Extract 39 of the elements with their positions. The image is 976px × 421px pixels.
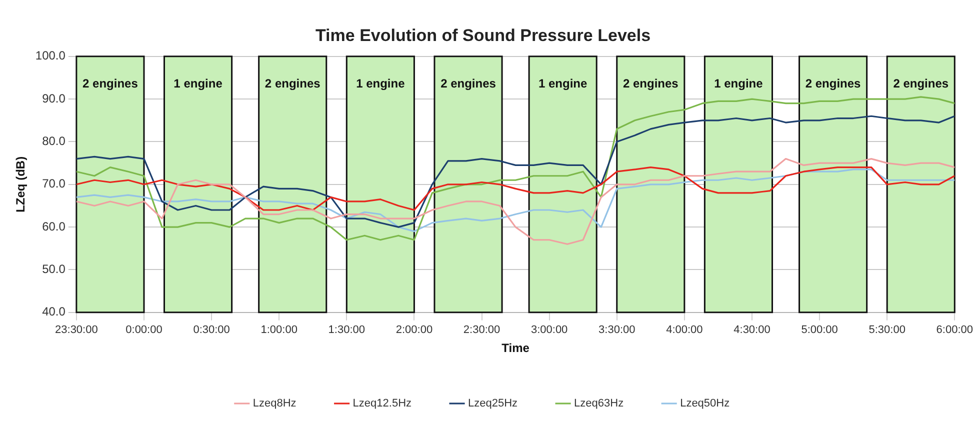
y-tick-label: 80.0	[42, 134, 66, 148]
y-tick-label: 100.0	[35, 48, 66, 63]
x-tick-label: 5:30:00	[868, 324, 906, 336]
y-tick-label: 70.0	[42, 176, 66, 191]
band-label: 2 engines	[82, 76, 138, 91]
y-tick-label: 90.0	[42, 91, 66, 106]
band-label: 1 engine	[714, 76, 764, 91]
legend-label: Lzeq63Hz	[574, 398, 624, 410]
legend-label: Lzeq50Hz	[680, 398, 730, 410]
y-axis-title: LZeq (dB)	[14, 156, 28, 212]
x-tick-label: 0:00:00	[126, 324, 162, 336]
legend-label: Lzeq8Hz	[252, 398, 296, 410]
x-tick-label: 2:30:00	[463, 324, 500, 336]
band-label: 2 engines	[264, 76, 321, 91]
band-label: 2 engines	[622, 76, 679, 91]
y-tick-label: 50.0	[42, 262, 66, 276]
band-label: 1 engine	[174, 76, 223, 91]
y-tick-label: 60.0	[42, 219, 66, 234]
x-tick-label: 5:00:00	[801, 324, 838, 336]
x-tick-label: 2:00:00	[396, 324, 433, 336]
x-tick-label: 1:00:00	[260, 324, 298, 336]
x-tick-label: 23:30:00	[55, 324, 98, 336]
band-label: 2 engines	[893, 76, 949, 91]
y-tick-label: 40.0	[42, 304, 66, 319]
legend-label: Lzeq25Hz	[468, 398, 518, 410]
band-label: 1 engine	[356, 76, 406, 91]
x-tick-label: 3:00:00	[530, 324, 568, 336]
x-axis-title: Time	[502, 341, 530, 356]
x-tick-label: 6:00:00	[936, 324, 973, 336]
x-tick-label: 4:30:00	[734, 324, 770, 336]
band-label: 1 engine	[538, 76, 588, 91]
band-label: 2 engines	[440, 76, 496, 91]
x-tick-label: 3:30:00	[598, 324, 636, 336]
x-tick-label: 0:30:00	[193, 324, 230, 336]
legend-label: Lzeq12.5Hz	[352, 398, 412, 410]
x-tick-label: 1:30:00	[328, 324, 366, 336]
chart-title: Time Evolution of Sound Pressure Levels	[315, 26, 651, 45]
x-tick-label: 4:00:00	[666, 324, 703, 336]
band-label: 2 engines	[805, 76, 862, 91]
